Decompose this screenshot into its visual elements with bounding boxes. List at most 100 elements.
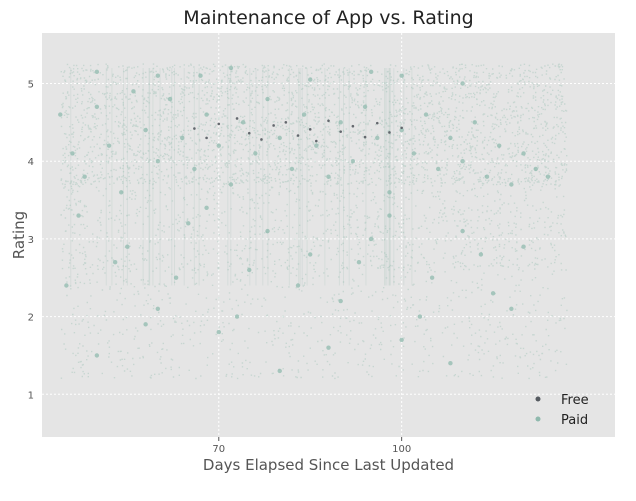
point-paid — [180, 135, 185, 141]
legend-marker-paid — [535, 416, 541, 422]
point-paid — [521, 151, 526, 156]
point-paid — [76, 213, 81, 218]
point-paid — [509, 182, 514, 187]
point-paid — [143, 127, 148, 133]
legend-label-paid: Paid — [561, 413, 588, 428]
point-paid — [216, 143, 221, 148]
y-tick-label: 5 — [28, 80, 34, 91]
point-free — [315, 139, 318, 143]
point-paid — [143, 322, 148, 327]
point-paid — [82, 174, 87, 179]
point-paid — [399, 337, 404, 343]
point-paid — [204, 205, 209, 211]
point-paid — [131, 89, 136, 94]
point-paid — [106, 143, 112, 148]
point-paid — [192, 166, 197, 172]
x-axis-label: Days Elapsed Since Last Updated — [203, 456, 454, 474]
point-paid — [94, 104, 100, 110]
point-paid — [216, 329, 221, 335]
point-free — [296, 134, 300, 137]
point-paid — [460, 81, 465, 86]
point-paid — [387, 213, 392, 218]
point-free — [400, 126, 403, 130]
point-free — [272, 124, 275, 127]
point-paid — [301, 112, 307, 117]
point-paid — [490, 291, 496, 296]
point-paid — [472, 120, 477, 125]
data-points — [58, 65, 551, 374]
legend-marker-free — [535, 396, 541, 402]
point-paid — [423, 112, 429, 117]
tick-labels: 70 100 1 2 3 4 5 — [28, 80, 412, 456]
point-paid — [308, 252, 313, 257]
point-paid — [94, 353, 100, 358]
point-paid — [58, 112, 63, 117]
grid — [42, 33, 615, 437]
point-free — [193, 127, 196, 130]
point-paid — [173, 275, 179, 280]
point-paid — [496, 143, 502, 148]
point-paid — [155, 158, 161, 164]
point-paid — [350, 158, 356, 164]
x-tick-label: 70 — [212, 444, 225, 455]
point-paid — [521, 244, 526, 249]
point-paid — [368, 236, 374, 242]
point-paid — [228, 65, 234, 71]
point-free — [351, 124, 355, 128]
point-paid — [125, 244, 130, 249]
point-paid — [295, 283, 301, 288]
point-cloud — [60, 63, 568, 380]
point-free — [327, 119, 330, 123]
y-tick-label: 2 — [28, 313, 34, 324]
point-paid — [112, 259, 118, 265]
plot-area — [42, 33, 615, 437]
y-axis-label: Rating — [10, 211, 28, 259]
point-free — [388, 131, 391, 134]
point-paid — [338, 298, 343, 304]
point-paid — [484, 174, 490, 179]
point-paid — [240, 120, 246, 125]
point-paid — [387, 190, 392, 195]
point-free — [235, 117, 239, 120]
point-paid — [375, 135, 380, 141]
chart-title: Maintenance of App vs. Rating — [183, 7, 473, 29]
point-paid — [155, 73, 161, 78]
point-paid — [448, 135, 453, 141]
point-paid — [362, 104, 368, 110]
point-paid — [247, 267, 252, 273]
point-paid — [64, 283, 69, 288]
point-paid — [265, 228, 270, 234]
point-paid — [478, 252, 484, 257]
point-paid — [289, 166, 295, 172]
point-paid — [155, 306, 161, 312]
point-free — [217, 122, 221, 126]
point-paid — [314, 143, 319, 148]
point-paid — [399, 127, 404, 133]
point-paid — [509, 306, 514, 312]
point-paid — [460, 158, 465, 164]
point-paid — [253, 151, 258, 156]
density-texture — [60, 63, 568, 380]
point-free — [363, 135, 367, 139]
point-free — [339, 130, 342, 133]
point-paid — [429, 275, 435, 280]
point-free — [308, 128, 312, 131]
point-free — [205, 136, 208, 140]
point-paid — [70, 151, 75, 156]
legend: Free Paid — [535, 393, 589, 428]
y-tick-label: 1 — [28, 390, 34, 401]
x-tick-label: 100 — [392, 444, 411, 455]
point-free — [284, 121, 288, 124]
point-paid — [204, 112, 209, 117]
point-paid — [399, 73, 404, 78]
point-paid — [228, 182, 234, 187]
point-paid — [545, 174, 551, 179]
point-paid — [119, 190, 124, 195]
point-paid — [234, 314, 240, 319]
point-paid — [308, 77, 313, 82]
point-paid — [417, 314, 423, 319]
point-paid — [198, 73, 203, 78]
point-paid — [368, 69, 374, 75]
point-free — [247, 131, 251, 135]
